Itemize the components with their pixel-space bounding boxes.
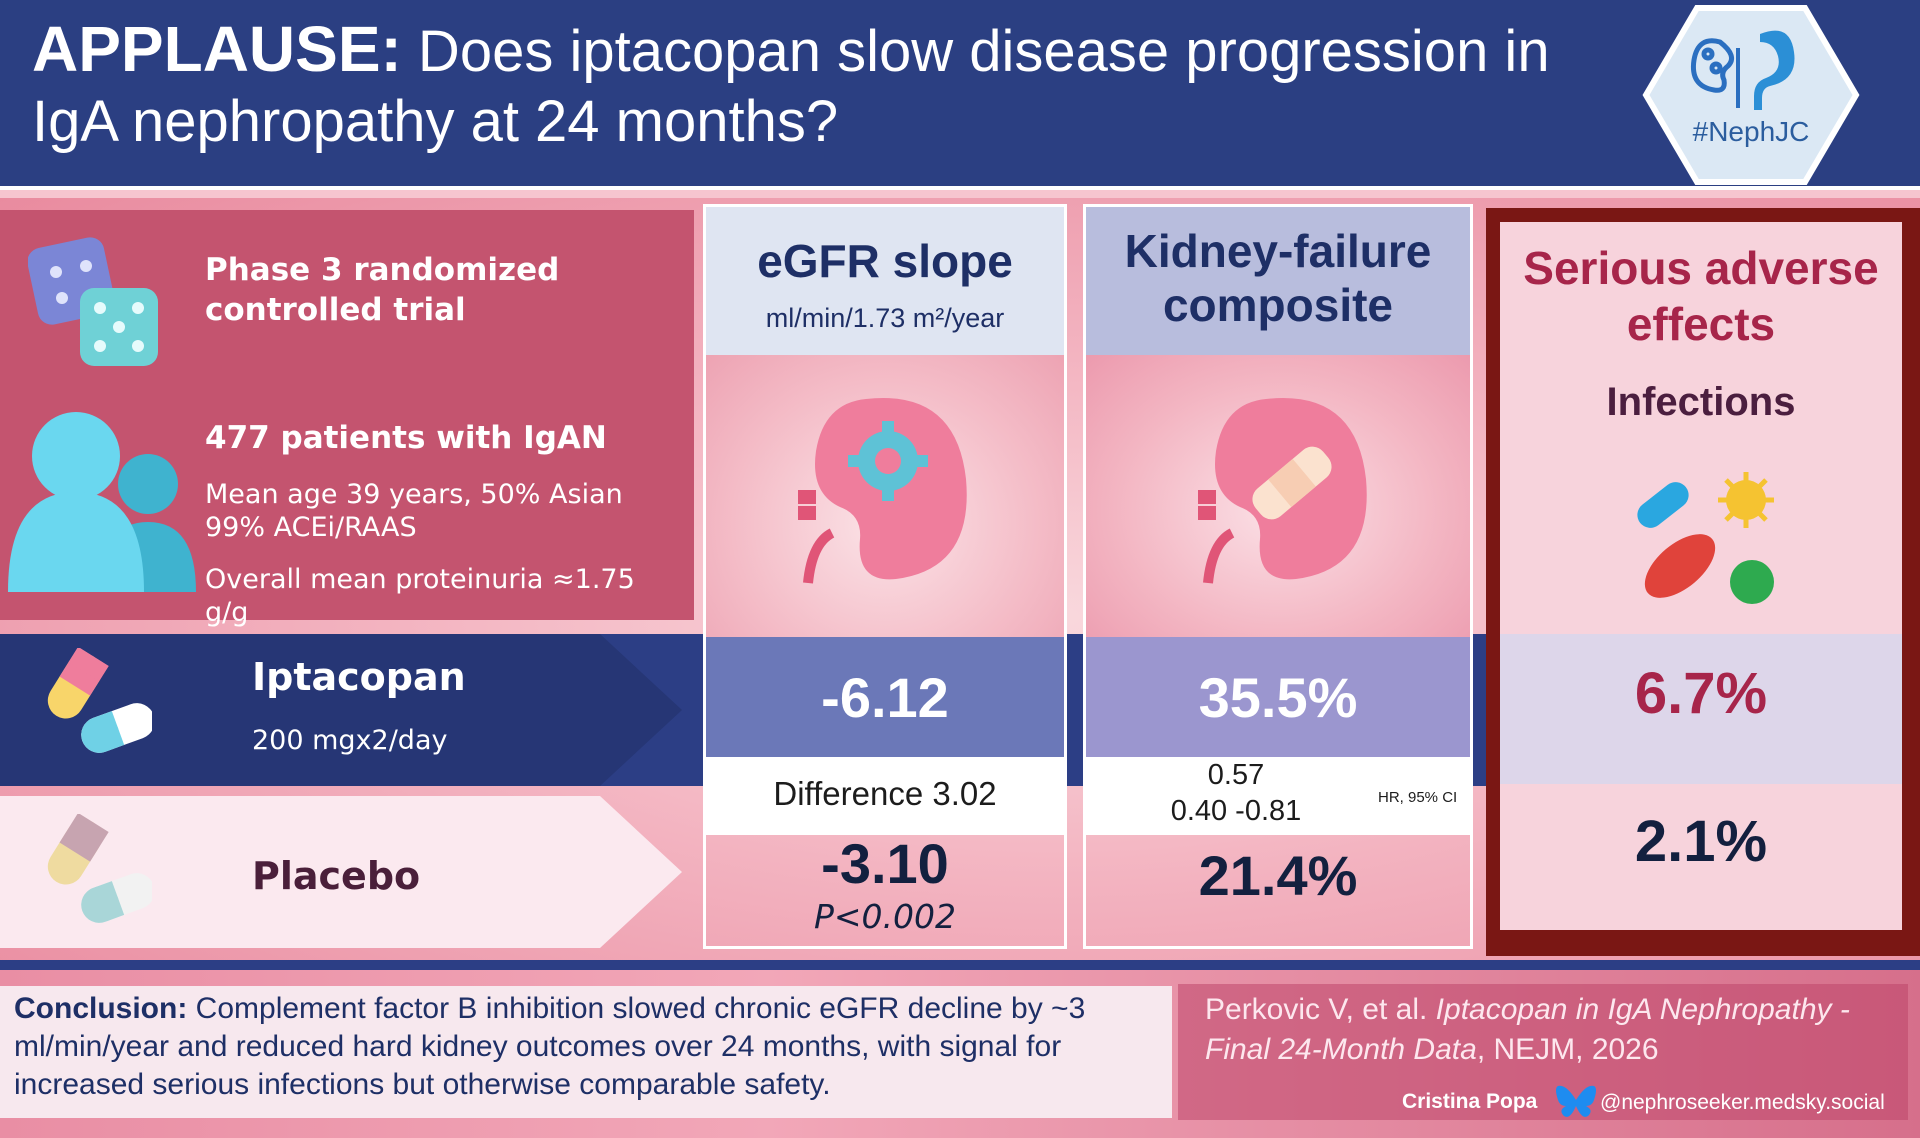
germs-icon xyxy=(1637,472,1774,604)
egfr-title: eGFR slope xyxy=(757,235,1013,287)
citation-journal: , NEJM, 2026 xyxy=(1476,1033,1659,1066)
iptacopan-arrow xyxy=(0,634,682,786)
butterfly-icon xyxy=(1556,1085,1596,1117)
sae-placebo-value: 2.1% xyxy=(1634,809,1768,874)
author-credit: Cristina Popa xyxy=(1402,1090,1538,1113)
placebo-pill-icon xyxy=(47,814,152,923)
trial-patients: 477 patients with IgAN xyxy=(205,420,607,456)
kidney-bandage-icon xyxy=(1198,398,1367,584)
citation: Perkovic V, et al. Iptacopan in IgA Neph… xyxy=(1205,990,1905,1070)
egfr-iptacopan-value: -6.12 xyxy=(706,637,1064,757)
header-banner xyxy=(0,0,1920,186)
egfr-difference: Difference 3.02 xyxy=(773,775,997,812)
dice-icon xyxy=(28,237,158,366)
kidney-iptacopan-value: 35.5% xyxy=(1086,637,1470,757)
sae-subtitle: Infections xyxy=(1606,380,1796,424)
sae-title-line1: Serious adverse xyxy=(1523,242,1879,294)
egfr-difference-box: Difference 3.02 xyxy=(706,757,1064,835)
trial-acei: 99% ACEi/RAAS xyxy=(205,512,417,543)
placebo-label: Placebo xyxy=(252,854,421,898)
egfr-column: eGFR slope ml/min/1.73 m²/year -6.12 Dif… xyxy=(703,204,1067,949)
iptacopan-label: Iptacopan xyxy=(252,655,466,699)
conclusion-text: Complement factor B inhibition slowed ch… xyxy=(14,992,1086,1101)
social-handle[interactable]: @nephroseeker.medsky.social xyxy=(1600,1091,1885,1114)
pill-icon xyxy=(47,648,152,753)
kidney-placebo-value: 21.4% xyxy=(1198,844,1358,907)
sae-iptacopan-value: 6.7% xyxy=(1634,661,1768,726)
kidney-header xyxy=(1086,207,1470,355)
title-question: Does iptacopan slow disease progression … xyxy=(32,19,1550,154)
kidney-hr: 0.57 xyxy=(1207,759,1265,791)
trial-proteinuria: Overall mean proteinuria ≈1.75 g/g xyxy=(205,564,635,628)
sae-iptacopan-band xyxy=(1500,634,1902,784)
citation-authors: Perkovic V, et al. xyxy=(1205,993,1436,1026)
kidney-ci: 0.40 -0.81 xyxy=(1170,795,1302,827)
logo-text: #NephJC xyxy=(1692,116,1810,147)
trial-age: Mean age 39 years, 50% Asian xyxy=(205,479,623,510)
egfr-unit: ml/min/1.73 m²/year xyxy=(765,303,1005,333)
nephjc-logo: #NephJC xyxy=(1642,4,1860,186)
trial-design: Phase 3 randomized controlled trial xyxy=(205,252,560,328)
citation-box xyxy=(1178,984,1908,1120)
iptacopan-dose: 200 mgx2/day xyxy=(252,725,448,756)
egfr-header xyxy=(706,207,1064,355)
conclusion-box: Conclusion: Complement factor B inhibiti… xyxy=(0,986,1172,1118)
sae-title-line2: effects xyxy=(1626,298,1776,350)
kidney-hr-label: HR, 95% CI xyxy=(1378,789,1458,806)
kidney-gear-icon xyxy=(798,398,967,584)
footer-divider xyxy=(0,960,1920,970)
trial-name: APPLAUSE: xyxy=(32,13,402,85)
page-title: APPLAUSE: Does iptacopan slow disease pr… xyxy=(32,14,1592,157)
patients-icon xyxy=(8,412,196,592)
conclusion-label: Conclusion: xyxy=(14,992,188,1025)
kidney-failure-column: Kidney-failure composite 35.5% 0.57 0.40… xyxy=(1083,204,1473,949)
kidney-title-line1: Kidney-failure xyxy=(1124,225,1432,277)
logo-hexagon-icon xyxy=(1642,5,1860,185)
egfr-placebo-value: -3.10 xyxy=(821,832,949,895)
citation-title: Iptacopan in IgA Nephropathy - Final 24-… xyxy=(1205,993,1850,1066)
placebo-arrow xyxy=(0,796,682,948)
sae-title: Serious adverse effects xyxy=(1500,240,1902,352)
kidney-title-line2: composite xyxy=(1162,279,1394,331)
egfr-p-value: P<0.002 xyxy=(813,897,957,936)
egfr-header-notch xyxy=(706,347,1064,377)
kidney-hr-box: 0.57 0.40 -0.81 HR, 95% CI xyxy=(1086,757,1470,835)
header-divider xyxy=(0,186,1920,198)
